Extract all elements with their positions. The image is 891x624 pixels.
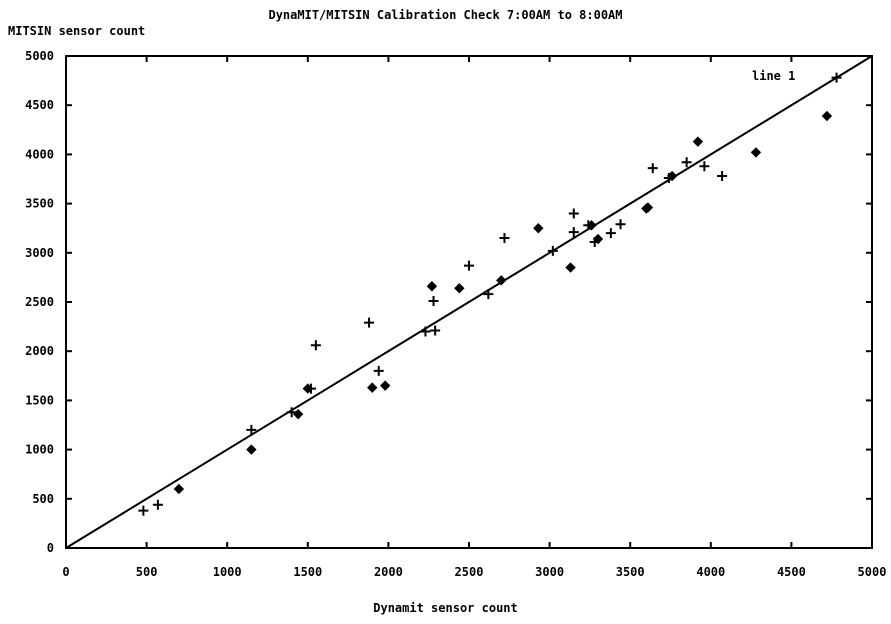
y-tick-label: 1500 (25, 393, 54, 407)
x-tick-label: 3000 (535, 565, 564, 579)
data-point-diamond (379, 380, 391, 391)
y-tick-label: 5000 (25, 49, 54, 63)
fit-line (65, 55, 873, 549)
x-tick-label: 0 (62, 565, 69, 579)
x-tick-label: 1500 (293, 565, 322, 579)
x-tick-label: 2500 (455, 565, 484, 579)
x-tick-label: 3500 (616, 565, 645, 579)
legend-label: line 1 (752, 69, 795, 83)
x-axis-label: Dynamit sensor count (373, 601, 518, 615)
data-point-plus (681, 157, 692, 168)
y-tick-label: 0 (47, 541, 54, 555)
data-point-plus (464, 260, 474, 271)
y-tick-label: 500 (32, 492, 54, 506)
data-point-plus (547, 245, 558, 256)
data-point-diamond (586, 220, 597, 231)
x-tick-label: 500 (136, 565, 158, 579)
y-tick-label: 3000 (25, 246, 54, 260)
data-point-diamond (821, 110, 833, 122)
y-tick-label: 2500 (25, 295, 54, 309)
y-tick-label: 3500 (25, 197, 54, 211)
x-tick-label: 1000 (213, 565, 242, 579)
data-point-plus (615, 219, 626, 230)
data-point-plus (428, 296, 439, 307)
data-point-plus (568, 227, 579, 238)
data-point-diamond (750, 147, 762, 158)
x-tick-label: 2000 (374, 565, 403, 579)
data-point-diamond (565, 262, 576, 273)
y-tick-label: 1000 (25, 443, 54, 457)
data-point-diamond (496, 275, 507, 286)
data-point-plus (430, 325, 441, 336)
x-tick-label: 4000 (696, 565, 725, 579)
data-point-diamond (592, 233, 604, 245)
data-point-diamond (302, 383, 314, 394)
data-point-diamond (642, 202, 654, 213)
data-point-diamond (533, 222, 544, 234)
y-tick-label: 4000 (25, 147, 54, 161)
data-point-diamond (666, 170, 678, 182)
data-point-plus (499, 233, 510, 244)
data-point-plus (483, 289, 494, 300)
y-axis-label: MITSIN sensor count (8, 24, 146, 38)
data-point-plus (605, 228, 616, 239)
x-tick-label: 5000 (858, 565, 887, 579)
data-point-diamond (246, 444, 257, 455)
data-point-plus (568, 208, 579, 219)
data-point-diamond (692, 136, 704, 147)
data-point-plus (152, 499, 163, 510)
data-point-plus (699, 161, 710, 172)
data-point-plus (373, 365, 384, 376)
y-tick-label: 4500 (25, 98, 54, 112)
data-point-plus (420, 326, 431, 337)
data-point-diamond (454, 283, 465, 294)
data-point-diamond (367, 382, 378, 393)
data-point-plus (364, 317, 375, 328)
x-tick-label: 4500 (777, 565, 806, 579)
data-point-plus (138, 505, 149, 516)
data-point-plus (831, 72, 842, 83)
y-tick-label: 2000 (25, 344, 54, 358)
data-point-plus (717, 171, 728, 182)
data-point-plus (310, 340, 321, 351)
chart-title: DynaMIT/MITSIN Calibration Check 7:00AM … (268, 8, 623, 22)
data-point-diamond (292, 408, 304, 420)
data-point-diamond (173, 483, 185, 495)
data-point-plus (246, 424, 257, 435)
data-point-diamond (426, 281, 438, 292)
data-point-plus (647, 163, 658, 174)
